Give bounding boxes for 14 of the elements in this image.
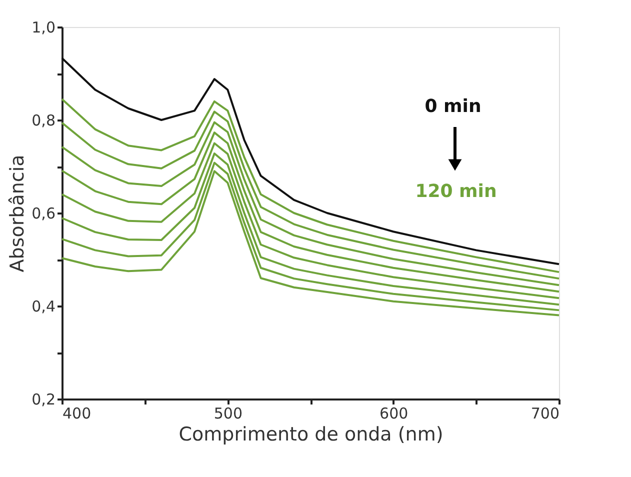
y-tick-label: 0,8 bbox=[32, 112, 56, 130]
annotation: 0 min bbox=[424, 96, 482, 117]
line-series bbox=[61, 57, 560, 266]
x-axis-title: Comprimento de onda (nm) bbox=[178, 424, 444, 446]
x-tick-label: 600 bbox=[380, 404, 408, 422]
x-tick-label: 400 bbox=[62, 404, 92, 422]
y-tick-label: 0,6 bbox=[32, 204, 56, 222]
y-tick-label: 0,2 bbox=[32, 390, 56, 408]
x-tick-label: 700 bbox=[530, 404, 560, 422]
y-axis-title: Absorbância bbox=[6, 154, 29, 272]
y-tick-label: 1,0 bbox=[32, 18, 56, 36]
y-tick-label: 0,4 bbox=[32, 298, 56, 316]
x-tick-label: 500 bbox=[214, 404, 242, 422]
annotation: 120 min bbox=[415, 181, 497, 202]
